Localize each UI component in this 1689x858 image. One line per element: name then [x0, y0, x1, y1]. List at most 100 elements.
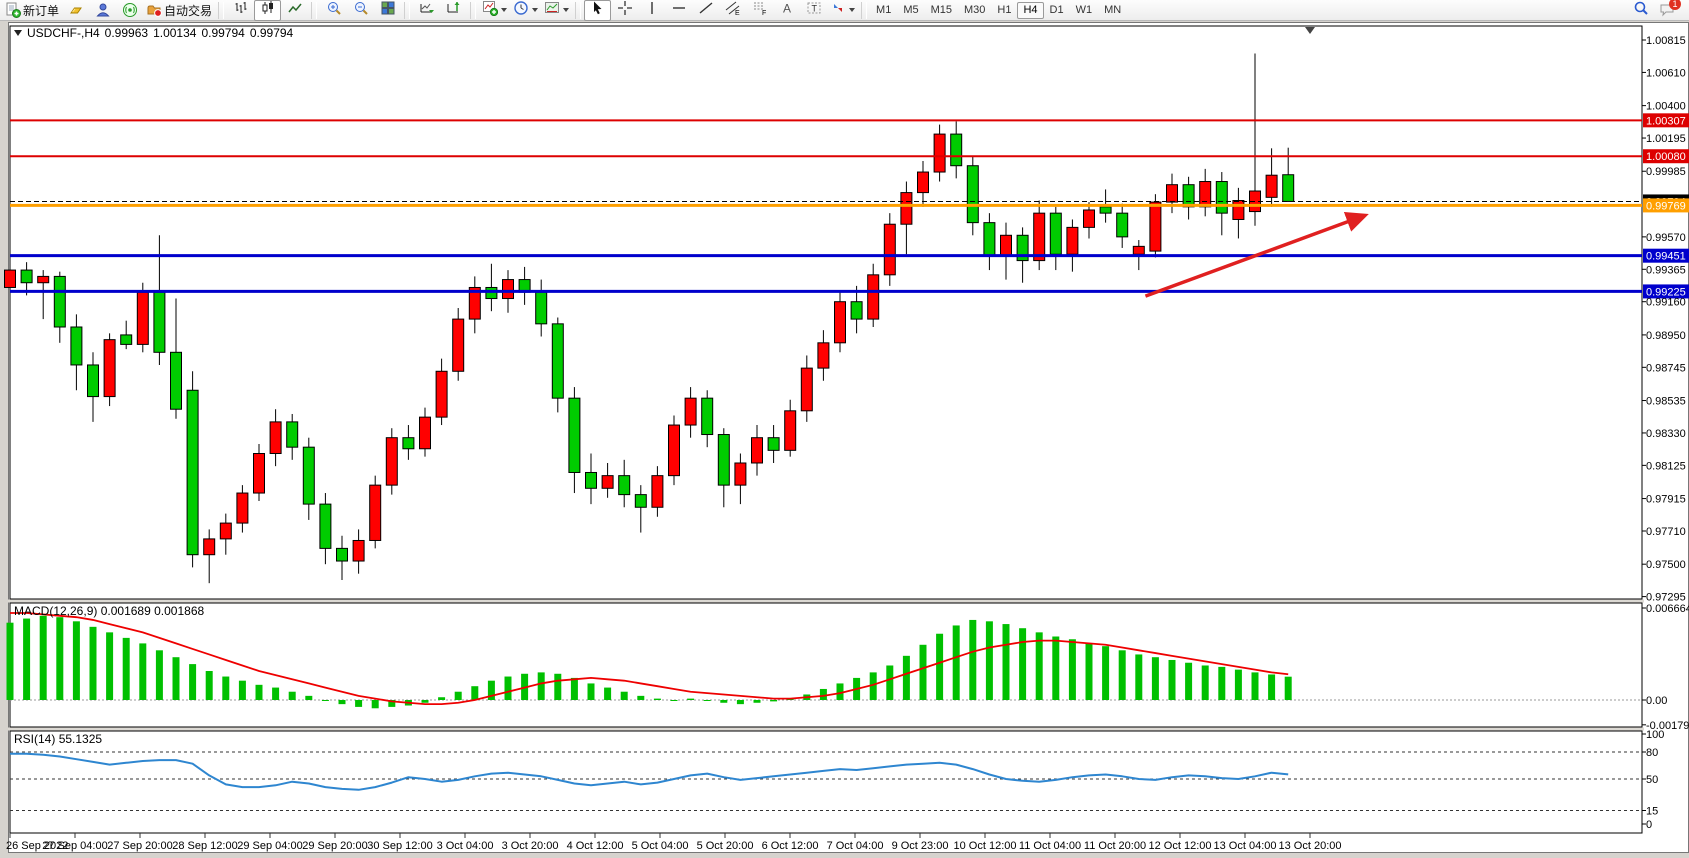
ohlc-high: 1.00134 [153, 26, 197, 40]
signals-button[interactable] [116, 0, 143, 21]
macd-bar [205, 671, 213, 700]
candle [203, 538, 216, 556]
auto-scroll-button[interactable] [413, 0, 440, 21]
macd-signal-line [10, 612, 1289, 706]
macd-bar [985, 621, 993, 700]
price-tick-label: 1.00195 [1646, 133, 1686, 145]
zoom-in-button[interactable] [320, 0, 347, 21]
macd-bar [720, 700, 728, 703]
templates-button[interactable] [541, 0, 572, 21]
indicators-button[interactable] [479, 0, 510, 21]
auto-scroll-icon [419, 0, 435, 21]
timeframe-d1-button[interactable]: D1 [1044, 2, 1070, 19]
vertical-line-tool-button[interactable] [638, 0, 665, 21]
candle [385, 437, 398, 486]
candle [1265, 174, 1278, 198]
collapse-triangle-icon[interactable] [14, 30, 22, 36]
fibonacci-tool-button[interactable]: F [746, 0, 773, 21]
horizontal-line-tool-button[interactable] [665, 0, 692, 21]
text-label-tool-button[interactable]: T [800, 0, 827, 21]
auto-trading-icon [146, 2, 162, 18]
macd-bar [537, 672, 545, 700]
time-label: 7 Oct 04:00 [827, 840, 884, 852]
candle [1215, 181, 1228, 214]
text-tool-button[interactable]: A [773, 0, 800, 21]
candle [717, 434, 730, 486]
candle [900, 192, 913, 225]
candle [1182, 184, 1195, 208]
channel-tool-button[interactable]: E [719, 0, 746, 21]
macd-bar [1284, 676, 1292, 700]
candle [502, 279, 514, 300]
timeframe-h1-button[interactable]: H1 [991, 2, 1017, 19]
candle [253, 453, 265, 494]
crosshair-tool-button[interactable] [611, 0, 638, 21]
candle [734, 462, 747, 486]
timeframe-m5-button[interactable]: M5 [897, 2, 924, 19]
chart-shift-button[interactable] [440, 0, 467, 21]
candle [468, 286, 481, 320]
time-label: 3 Oct 04:00 [437, 840, 494, 852]
cursor-tool-button[interactable] [584, 0, 612, 21]
candle [668, 424, 680, 477]
panel-separator[interactable] [8, 727, 1644, 731]
search-button[interactable] [1627, 0, 1654, 21]
profiles-button[interactable] [89, 0, 116, 21]
macd-bar [1234, 669, 1242, 700]
line-chart-icon [287, 0, 303, 21]
candle [1282, 174, 1295, 202]
candlestick-icon [260, 0, 276, 21]
trendline-tool-button[interactable] [692, 0, 719, 21]
notifications-button[interactable]: 1 [1654, 0, 1681, 21]
timeframe-h4-button[interactable]: H4 [1017, 1, 1044, 19]
price-tick-label: 0.98330 [1646, 428, 1686, 440]
periods-button[interactable] [510, 0, 541, 21]
macd-bar [222, 676, 230, 700]
time-label: 30 Sep 12:00 [367, 840, 432, 852]
macd-bar [869, 672, 877, 700]
macd-bar [570, 677, 578, 700]
signal-icon [122, 2, 138, 18]
timeframe-m30-button[interactable]: M30 [958, 2, 991, 19]
macd-bar [952, 625, 960, 700]
candle [1066, 226, 1079, 255]
text-icon: A [779, 0, 795, 21]
fibonacci-icon: F [752, 0, 768, 21]
candle [103, 339, 116, 398]
candlestick-mode-button[interactable] [254, 0, 282, 21]
new-order-button[interactable]: 新订单 [2, 0, 62, 21]
timeframe-m1-button[interactable]: M1 [870, 2, 897, 19]
timeframe-w1-button[interactable]: W1 [1070, 2, 1099, 19]
hline-price-label: 0.99225 [1646, 286, 1686, 298]
tile-windows-button[interactable] [374, 0, 401, 21]
macd-axis-label: 0.00 [1646, 695, 1667, 707]
bar-chart-mode-button[interactable] [227, 0, 254, 21]
macd-bar [371, 700, 379, 709]
macd-bar [56, 617, 64, 700]
candle [585, 471, 597, 489]
line-chart-mode-button[interactable] [281, 0, 308, 21]
zoom-out-button[interactable] [347, 0, 374, 21]
macd-bar [487, 680, 495, 700]
hline-price-label-bg [1643, 198, 1689, 213]
time-label: 13 Oct 04:00 [1214, 840, 1277, 852]
candle [933, 133, 946, 173]
macd-bar [321, 700, 329, 701]
macd-bar [637, 695, 645, 700]
timeframe-m15-button[interactable]: M15 [925, 2, 958, 19]
text-label-icon: T [806, 0, 822, 21]
auto-trading-button[interactable]: 自动交易 [143, 0, 215, 21]
candle [1033, 212, 1046, 262]
chart-shift-marker[interactable] [1305, 27, 1315, 34]
rsi-axis-label: 100 [1646, 729, 1664, 741]
candle [850, 301, 863, 320]
macd-bar [355, 700, 363, 707]
arrows-icon [830, 0, 846, 21]
arrows-tool-button[interactable] [827, 0, 858, 21]
panel-separator[interactable] [8, 599, 1644, 603]
market-watch-button[interactable] [62, 0, 89, 21]
timeframe-mn-button[interactable]: MN [1098, 2, 1127, 19]
trend-arrow-object[interactable] [1144, 211, 1369, 298]
macd-bar [72, 621, 80, 700]
